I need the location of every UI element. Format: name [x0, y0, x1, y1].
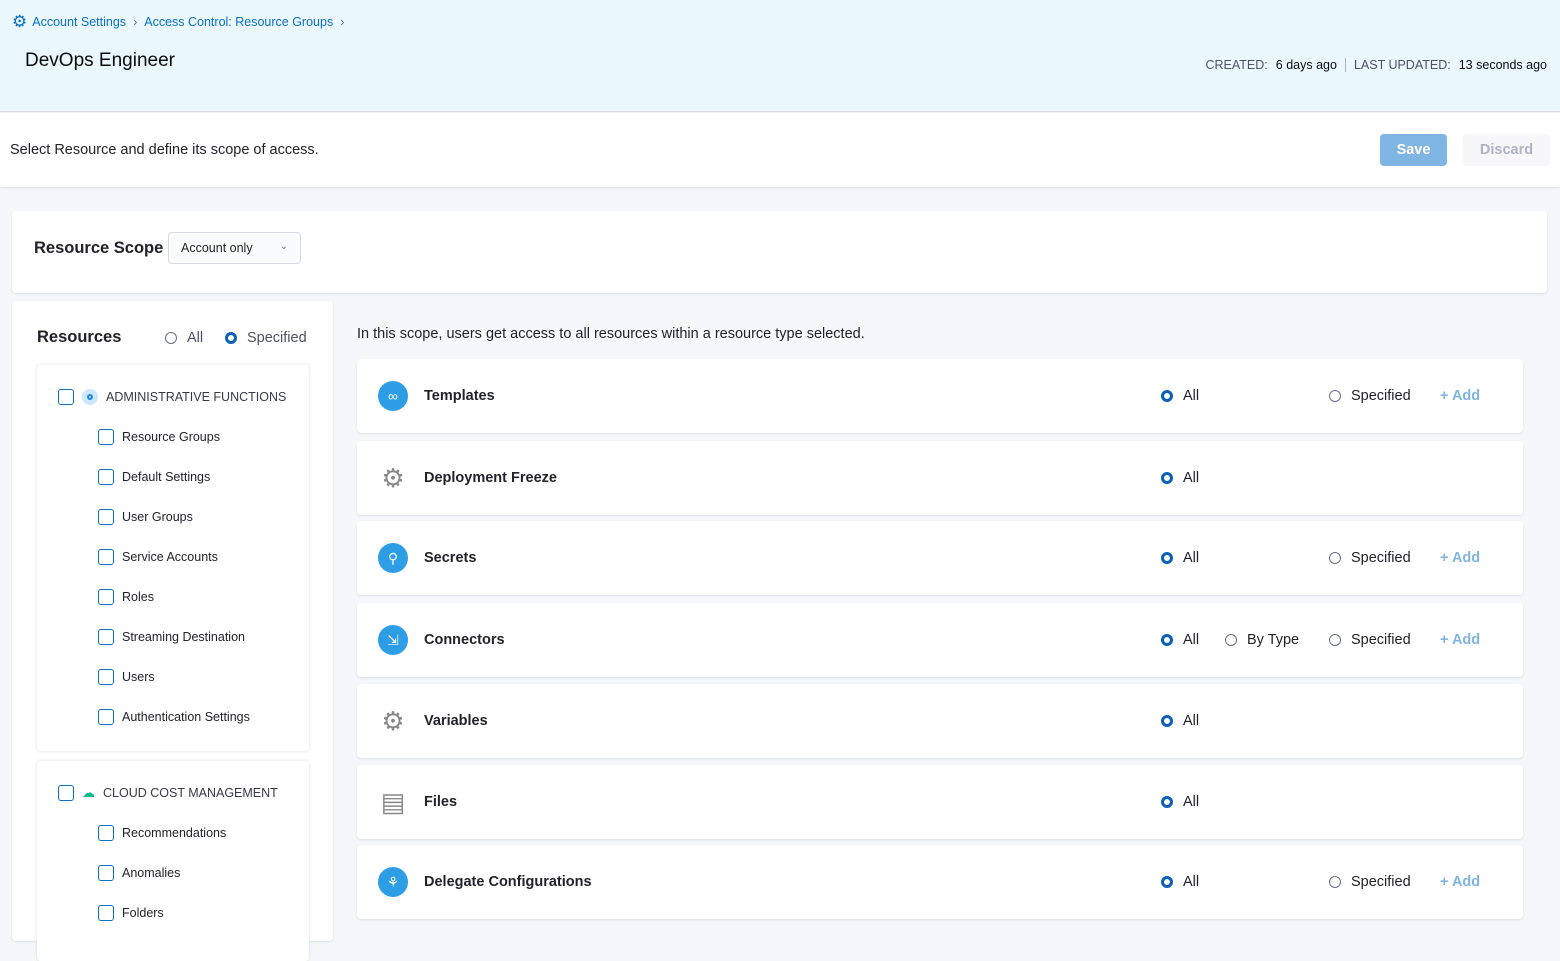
add-button[interactable]: + Add — [1440, 874, 1481, 890]
variables-icon: ⚙ — [381, 705, 405, 736]
resource-checkbox[interactable] — [98, 709, 114, 725]
resource-item[interactable]: User Groups — [98, 509, 193, 525]
resource-item[interactable]: Recommendations — [98, 825, 226, 841]
delegate-icon: ⚘ — [378, 867, 408, 897]
resource-item[interactable]: Folders — [98, 905, 164, 921]
connector-icon: ⇲ — [378, 625, 408, 655]
breadcrumb-resource-groups[interactable]: Access Control: Resource Groups — [144, 15, 334, 29]
resource-checkbox[interactable] — [98, 469, 114, 485]
save-button[interactable]: Save — [1380, 134, 1447, 166]
radio-all[interactable]: All — [1161, 713, 1199, 729]
resource-type-card: ⇲ Connectors All By Type Specified + Add — [357, 603, 1523, 677]
resource-type-name: Connectors — [424, 632, 505, 648]
radio-specified[interactable]: Specified — [1329, 632, 1411, 648]
resource-group-1: ☁ CLOUD COST MANAGEMENT Recommendations Ano… — [37, 761, 309, 961]
resource-item[interactable]: Anomalies — [98, 865, 180, 881]
resource-checkbox[interactable] — [98, 629, 114, 645]
resource-type-card: ⚲ Secrets All Specified + Add — [357, 521, 1523, 595]
resources-title: Resources — [37, 328, 122, 346]
resource-type-card: ▤ Files All — [357, 765, 1523, 839]
resource-type-name: Templates — [424, 388, 495, 404]
resource-type-card: ⚙ Deployment Freeze All — [357, 441, 1523, 515]
add-button[interactable]: + Add — [1440, 550, 1481, 566]
add-button[interactable]: + Add — [1440, 632, 1481, 648]
resource-item[interactable]: Authentication Settings — [98, 709, 250, 725]
add-button[interactable]: + Add — [1440, 388, 1481, 404]
radio-specified[interactable]: Specified — [1329, 874, 1411, 890]
scope-info-text: In this scope, users get access to all r… — [357, 326, 865, 342]
resource-type-name: Delegate Configurations — [424, 874, 592, 890]
file-icon: ▤ — [380, 786, 406, 817]
resource-item[interactable]: Resource Groups — [98, 429, 220, 445]
page-header: ⚙ Account Settings › Access Control: Reso… — [0, 0, 1560, 112]
resource-item[interactable]: Default Settings — [98, 469, 210, 485]
resource-checkbox[interactable] — [98, 509, 114, 525]
radio-all[interactable]: All — [1161, 632, 1199, 648]
radio-all[interactable]: All — [1161, 794, 1199, 810]
admin-icon — [82, 389, 98, 405]
resource-checkbox[interactable] — [98, 429, 114, 445]
toolbar-description: Select Resource and define its scope of … — [10, 142, 319, 158]
resource-scope-label: Resource Scope — [34, 239, 164, 257]
resource-checkbox[interactable] — [98, 549, 114, 565]
gear-icon: ⚙ — [12, 12, 28, 31]
resource-type-card: ∞ Templates All Specified + Add — [357, 359, 1523, 433]
resource-item[interactable]: Streaming Destination — [98, 629, 245, 645]
gear-icon: ⚙ — [381, 462, 405, 493]
resources-all-radio[interactable]: All — [165, 330, 203, 346]
resources-specified-radio[interactable]: Specified — [225, 330, 307, 346]
resource-checkbox[interactable] — [98, 825, 114, 841]
resource-group-0: ADMINISTRATIVE FUNCTIONS Resource Groups D… — [37, 365, 309, 751]
radio-all[interactable]: All — [1161, 874, 1199, 890]
chevron-down-icon: ⌄ — [279, 241, 288, 252]
group-checkbox[interactable] — [58, 785, 74, 801]
resources-panel: Resources All Specified ADMINISTRATIVE F… — [12, 301, 333, 961]
resource-checkbox[interactable] — [98, 669, 114, 685]
discard-button[interactable]: Discard — [1463, 134, 1550, 166]
group-checkbox[interactable] — [58, 389, 74, 405]
resource-type-card: ⚙ Variables All — [357, 684, 1523, 758]
resource-checkbox[interactable] — [98, 865, 114, 881]
key-icon: ⚲ — [378, 543, 408, 573]
radio-all[interactable]: All — [1161, 470, 1199, 486]
radio-specified[interactable]: Specified — [1329, 388, 1411, 404]
resource-item[interactable]: Users — [98, 669, 155, 685]
resource-type-card: ⚘ Delegate Configurations All Specified + Ad… — [357, 845, 1523, 919]
resource-scope-select[interactable]: Account only ⌄ — [168, 232, 301, 264]
meta-info: CREATED: 6 days ago LAST UPDATED: 13 secon… — [1205, 58, 1547, 72]
radio-specified[interactable]: Specified — [1329, 550, 1411, 566]
radio-all[interactable]: All — [1161, 550, 1199, 566]
toolbar: Select Resource and define its scope of … — [0, 113, 1560, 187]
templates-icon: ∞ — [378, 381, 408, 411]
resource-scope-card: Resource Scope Account only ⌄ — [12, 211, 1547, 293]
resource-type-name: Deployment Freeze — [424, 470, 557, 486]
breadcrumb-account-settings[interactable]: Account Settings — [32, 15, 127, 29]
radio-all[interactable]: All — [1161, 388, 1199, 404]
group-header[interactable]: ☁ CLOUD COST MANAGEMENT — [58, 785, 278, 801]
radio-by-type[interactable]: By Type — [1225, 632, 1299, 648]
resource-item[interactable]: Service Accounts — [98, 549, 218, 565]
resource-type-name: Variables — [424, 713, 488, 729]
page-title: DevOps Engineer — [25, 50, 175, 71]
resource-checkbox[interactable] — [98, 905, 114, 921]
resource-type-name: Secrets — [424, 550, 477, 566]
resource-checkbox[interactable] — [98, 589, 114, 605]
cloud-cost-icon: ☁ — [82, 785, 95, 800]
breadcrumb: ⚙ Account Settings › Access Control: Reso… — [12, 12, 345, 31]
resource-item[interactable]: Roles — [98, 589, 154, 605]
resource-type-name: Files — [424, 794, 458, 810]
group-header[interactable]: ADMINISTRATIVE FUNCTIONS — [58, 389, 286, 405]
